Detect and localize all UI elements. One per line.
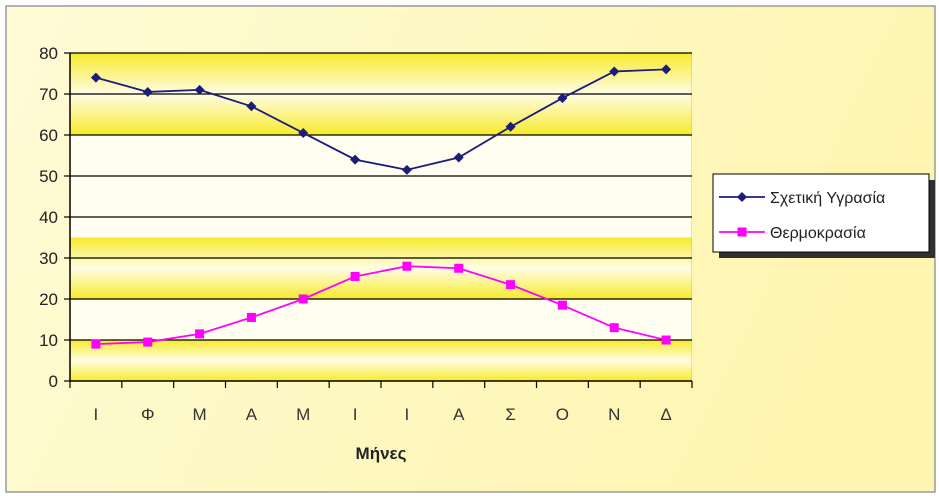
data-point: [90, 72, 101, 83]
plot-band: [70, 237, 692, 299]
series-humidity: [90, 64, 672, 175]
series-line: [95, 265, 667, 345]
data-point: [402, 261, 412, 271]
x-tick-label: Μ: [296, 405, 310, 424]
y-tick-label: 30: [39, 249, 58, 268]
series-temperature: [91, 261, 671, 349]
legend-label: Θερμοκρασία: [770, 225, 866, 242]
x-tick-label: Φ: [141, 405, 155, 424]
legend-box: [712, 173, 930, 253]
x-tick-label: Ι: [353, 405, 358, 424]
series-layer: [90, 64, 672, 349]
x-tick-label: Ι: [405, 405, 410, 424]
data-point: [298, 127, 309, 138]
x-tick-label: Α: [246, 405, 258, 424]
x-tick-label: Ν: [608, 405, 620, 424]
data-point: [506, 280, 516, 290]
x-tick-label: Σ: [505, 405, 516, 424]
data-point: [350, 271, 360, 281]
plot-band: [70, 340, 692, 381]
data-point: [454, 263, 464, 273]
data-point: [91, 339, 101, 349]
data-point: [142, 86, 153, 97]
x-axis-title: Μήνες: [356, 444, 407, 463]
data-point: [401, 164, 412, 175]
legend-marker: [737, 227, 747, 237]
data-point: [453, 152, 464, 163]
y-tick-label: 20: [39, 290, 58, 309]
data-point: [609, 66, 620, 77]
axes: [64, 52, 693, 388]
legend-marker: [737, 192, 747, 202]
data-point: [661, 64, 672, 75]
data-point: [298, 294, 308, 304]
y-tick-label: 0: [49, 372, 58, 391]
data-point: [246, 101, 257, 112]
data-point: [505, 121, 516, 132]
x-tick-label: Μ: [192, 405, 206, 424]
y-tick-label: 40: [39, 208, 58, 227]
data-point: [195, 329, 205, 339]
y-tick-label: 70: [39, 85, 58, 104]
y-tick-label: 10: [39, 331, 58, 350]
data-point: [194, 84, 205, 95]
data-point: [609, 323, 619, 333]
legend: Σχετική Υγρασία Θερμοκρασία: [712, 173, 935, 258]
data-point: [143, 337, 153, 347]
series-line: [95, 68, 667, 171]
data-point: [557, 93, 568, 104]
y-tick-label: 80: [39, 44, 58, 63]
data-point: [661, 335, 671, 345]
data-point: [557, 300, 567, 310]
y-axis-tick-labels: 0 10 20 30 40 50 60 70 80: [39, 44, 58, 391]
y-tick-label: 50: [39, 167, 58, 186]
data-point: [350, 154, 361, 165]
x-tick-label: Ι: [94, 405, 99, 424]
legend-label: Σχετική Υγρασία: [770, 190, 885, 207]
gridlines: [70, 52, 692, 341]
x-tick-label: Δ: [660, 405, 671, 424]
x-tick-label: Α: [453, 405, 465, 424]
y-tick-label: 60: [39, 126, 58, 145]
x-tick-label: Ο: [556, 405, 569, 424]
data-point: [246, 312, 256, 322]
